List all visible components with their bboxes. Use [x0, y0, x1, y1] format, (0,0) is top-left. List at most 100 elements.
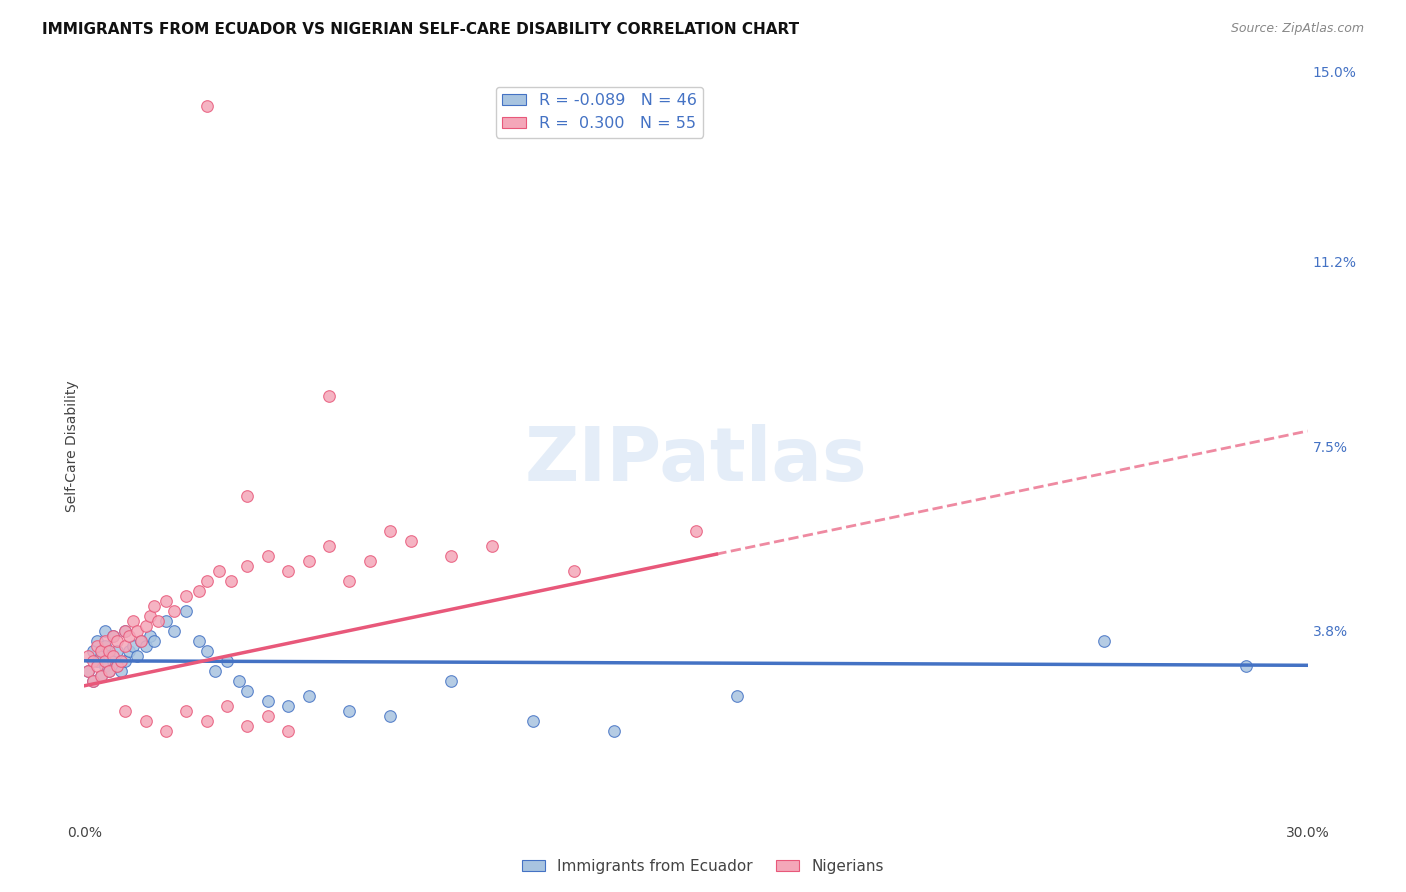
Point	[163, 604, 186, 618]
Point	[110, 654, 132, 668]
Point	[219, 574, 242, 588]
Point	[90, 644, 112, 658]
Point	[236, 683, 259, 698]
Point	[86, 633, 108, 648]
Point	[155, 594, 177, 608]
Point	[82, 644, 104, 658]
Point	[97, 664, 120, 678]
Point	[101, 648, 124, 663]
Point	[174, 589, 197, 603]
Point	[105, 644, 128, 658]
Point	[114, 704, 136, 718]
Point	[187, 633, 209, 648]
Point	[114, 654, 136, 668]
Point	[522, 714, 544, 728]
Point	[277, 564, 299, 578]
Point	[685, 524, 707, 538]
Point	[138, 608, 160, 623]
Text: Source: ZipAtlas.com: Source: ZipAtlas.com	[1230, 22, 1364, 36]
Point	[187, 583, 209, 598]
Point	[93, 654, 115, 668]
Point	[298, 689, 321, 703]
Point	[725, 689, 748, 703]
Point	[195, 644, 218, 658]
Point	[236, 558, 259, 573]
Point	[86, 658, 108, 673]
Point	[562, 564, 585, 578]
Point	[195, 574, 218, 588]
Point	[135, 639, 157, 653]
Point	[114, 639, 136, 653]
Point	[77, 648, 100, 663]
Point	[257, 708, 280, 723]
Point	[1236, 658, 1258, 673]
Point	[118, 629, 141, 643]
Point	[318, 389, 340, 403]
Text: ZIPatlas: ZIPatlas	[524, 425, 868, 498]
Point	[122, 639, 145, 653]
Point	[174, 604, 197, 618]
Point	[217, 698, 239, 713]
Point	[114, 624, 136, 638]
Point	[90, 669, 112, 683]
Point	[146, 614, 169, 628]
Point	[481, 539, 503, 553]
Point	[339, 574, 361, 588]
Point	[380, 708, 402, 723]
Point	[97, 664, 120, 678]
Point	[208, 564, 231, 578]
Y-axis label: Self-Care Disability: Self-Care Disability	[65, 380, 79, 512]
Point	[131, 633, 153, 648]
Point	[127, 648, 149, 663]
Point	[298, 554, 321, 568]
Point	[440, 673, 463, 688]
Point	[101, 629, 124, 643]
Point	[135, 714, 157, 728]
Point	[105, 658, 128, 673]
Point	[86, 639, 108, 653]
Text: IMMIGRANTS FROM ECUADOR VS NIGERIAN SELF-CARE DISABILITY CORRELATION CHART: IMMIGRANTS FROM ECUADOR VS NIGERIAN SELF…	[42, 22, 799, 37]
Point	[339, 704, 361, 718]
Point	[93, 633, 115, 648]
Point	[318, 539, 340, 553]
Point	[105, 633, 128, 648]
Point	[155, 723, 177, 738]
Point	[118, 644, 141, 658]
Point	[127, 624, 149, 638]
Point	[359, 554, 381, 568]
Point	[97, 644, 120, 658]
Point	[82, 673, 104, 688]
Point	[101, 654, 124, 668]
Point	[101, 629, 124, 643]
Point	[82, 673, 104, 688]
Point	[257, 694, 280, 708]
Point	[93, 639, 115, 653]
Point	[195, 714, 218, 728]
Point	[142, 599, 165, 613]
Point	[174, 704, 197, 718]
Point	[217, 654, 239, 668]
Point	[93, 624, 115, 638]
Point	[1092, 633, 1115, 648]
Point	[603, 723, 626, 738]
Point	[86, 654, 108, 668]
Point	[204, 664, 226, 678]
Point	[105, 658, 128, 673]
Point	[228, 673, 250, 688]
Point	[380, 524, 402, 538]
Point	[277, 698, 299, 713]
Point	[131, 633, 153, 648]
Point	[93, 658, 115, 673]
Point	[77, 664, 100, 678]
Point	[138, 629, 160, 643]
Point	[110, 664, 132, 678]
Point	[97, 648, 120, 663]
Point	[122, 614, 145, 628]
Point	[257, 549, 280, 563]
Point	[77, 664, 100, 678]
Point	[236, 719, 259, 733]
Legend: Immigrants from Ecuador, Nigerians: Immigrants from Ecuador, Nigerians	[516, 853, 890, 880]
Point	[90, 648, 112, 663]
Point	[90, 669, 112, 683]
Point	[195, 99, 218, 113]
